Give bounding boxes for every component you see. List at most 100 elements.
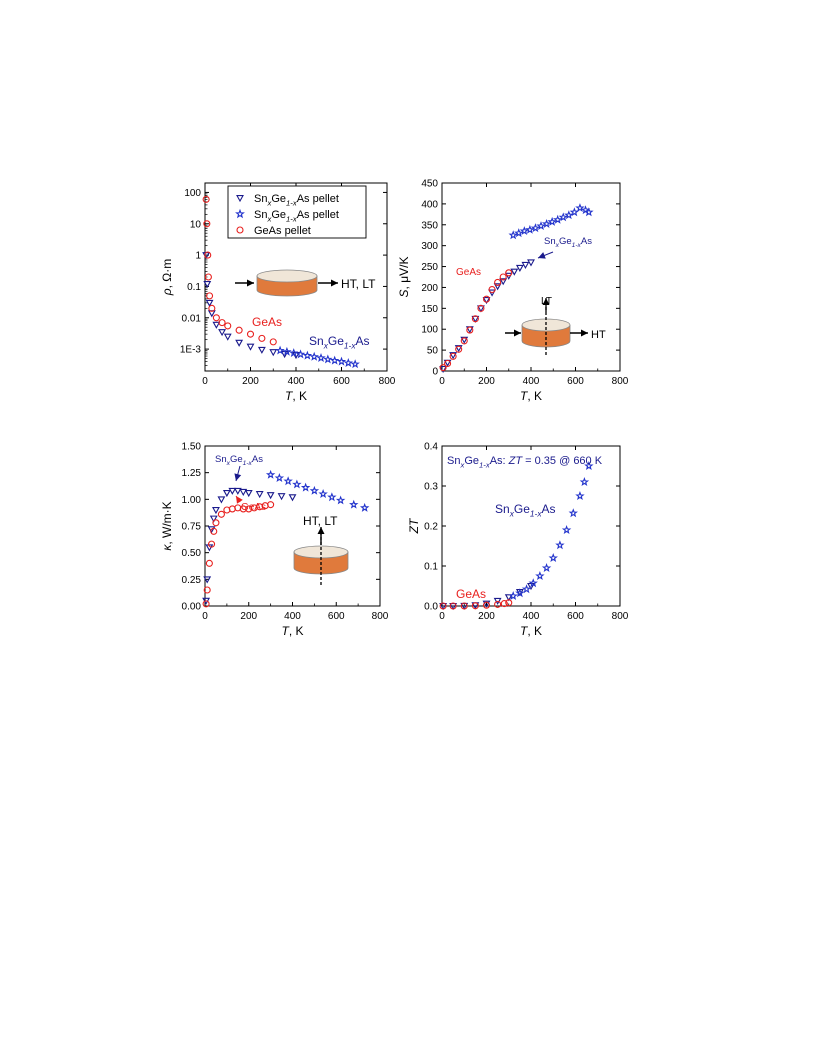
x-tick-label: 0	[202, 611, 208, 622]
data-point	[530, 223, 541, 233]
data-point	[277, 493, 286, 501]
data-point	[568, 508, 578, 518]
y-axis-label: S, μV/K	[397, 257, 411, 298]
data-point	[217, 510, 225, 518]
data-point	[477, 304, 485, 312]
data-point	[203, 576, 212, 584]
data-point	[482, 601, 491, 609]
data-point	[318, 489, 328, 499]
series-circle	[202, 501, 275, 608]
formula-part: Sn	[495, 502, 510, 516]
y-tick-label: 250	[421, 262, 438, 273]
data-point	[266, 492, 275, 500]
inset-arrow-in-head	[247, 279, 254, 287]
data-point	[584, 207, 594, 217]
x-axis-label-unit: , K	[527, 624, 542, 638]
data-point	[444, 359, 452, 368]
data-point	[528, 578, 538, 588]
data-point	[584, 461, 594, 471]
x-tick-label: 200	[240, 611, 257, 622]
y-tick-label: 1E-3	[180, 345, 202, 356]
formula-part: As pellet	[297, 209, 339, 221]
data-point	[449, 352, 457, 360]
y-tick-label: 200	[421, 283, 438, 294]
data-point	[246, 330, 255, 338]
series-star	[275, 345, 360, 369]
y-tick-label: 1.25	[182, 468, 202, 479]
y-tick-label: 50	[427, 346, 439, 357]
formula-part: Ge	[464, 455, 479, 467]
formula-part: x	[459, 460, 465, 469]
series-circle	[202, 195, 277, 346]
data-point	[527, 259, 535, 267]
data-point	[302, 350, 313, 360]
data-point	[471, 315, 480, 323]
x-tick-label: 600	[333, 376, 350, 387]
x-axis-label-unit: , K	[289, 624, 304, 638]
y-tick-label: 0.0	[424, 602, 438, 613]
y-tick-label: 0.50	[182, 548, 202, 559]
inset-label-lt: LT	[541, 296, 552, 307]
data-point	[510, 268, 519, 276]
annotation-geas: GeAs	[456, 267, 481, 278]
data-point	[552, 214, 563, 224]
data-point	[575, 203, 585, 213]
data-point	[205, 299, 214, 307]
x-tick-label: 800	[372, 611, 389, 622]
x-axis-label: T, K	[520, 624, 542, 638]
x-axis-label: T, K	[285, 389, 307, 403]
inset-arrow-out-head	[331, 279, 338, 287]
data-point	[555, 540, 565, 550]
y-axis-label-var: ZT	[407, 517, 421, 534]
series-triangle-down	[439, 259, 535, 374]
data-point	[561, 525, 572, 535]
formula-part: As:	[490, 455, 509, 467]
y-tick-label: 0.75	[182, 522, 202, 533]
data-point	[292, 479, 302, 489]
data-point	[212, 519, 220, 527]
y-tick-label: 0.4	[424, 442, 438, 453]
x-axis-label-var: T	[520, 624, 529, 638]
data-point	[257, 346, 266, 354]
y-tick-label: 450	[421, 179, 438, 190]
formula-part: GeAs pellet	[254, 225, 311, 237]
data-point	[515, 588, 525, 598]
formula-part: As	[542, 502, 556, 516]
data-point	[208, 304, 216, 312]
data-point	[493, 597, 502, 605]
annotation-snge: SnxGe1-xAs	[495, 502, 556, 519]
data-point	[350, 359, 360, 369]
formula-part: x	[509, 509, 515, 519]
data-point	[466, 326, 474, 334]
data-point	[521, 584, 532, 594]
data-point	[455, 345, 463, 353]
x-tick-label: 800	[612, 611, 629, 622]
data-point	[212, 507, 220, 515]
x-tick-label: 600	[328, 611, 345, 622]
formula-part: Sn	[544, 236, 556, 247]
data-point	[210, 527, 218, 535]
data-point	[343, 358, 354, 368]
y-tick-label: 10	[190, 219, 202, 230]
formula-part: Ge	[271, 209, 286, 221]
y-axis-label-var: ρ	[160, 288, 174, 296]
y-tick-label: 100	[184, 188, 201, 199]
x-axis-label: T, K	[281, 624, 303, 638]
x-tick-label: 0	[439, 611, 445, 622]
y-tick-label: 100	[421, 325, 438, 336]
plot-frame	[204, 445, 381, 607]
y-tick-label: 400	[421, 199, 438, 210]
data-point	[460, 602, 468, 610]
data-point	[233, 487, 242, 495]
data-point	[536, 221, 546, 231]
data-point	[289, 348, 299, 358]
series-triangle-down	[439, 583, 535, 611]
data-point	[499, 273, 507, 281]
x-tick-label: 800	[612, 376, 629, 387]
annotation-snge: SnxGe1-xAs	[215, 454, 263, 467]
data-point	[505, 269, 513, 277]
data-point	[471, 602, 479, 610]
formula-part: 1-x	[243, 460, 253, 467]
data-point	[244, 489, 253, 498]
data-point	[579, 477, 590, 487]
